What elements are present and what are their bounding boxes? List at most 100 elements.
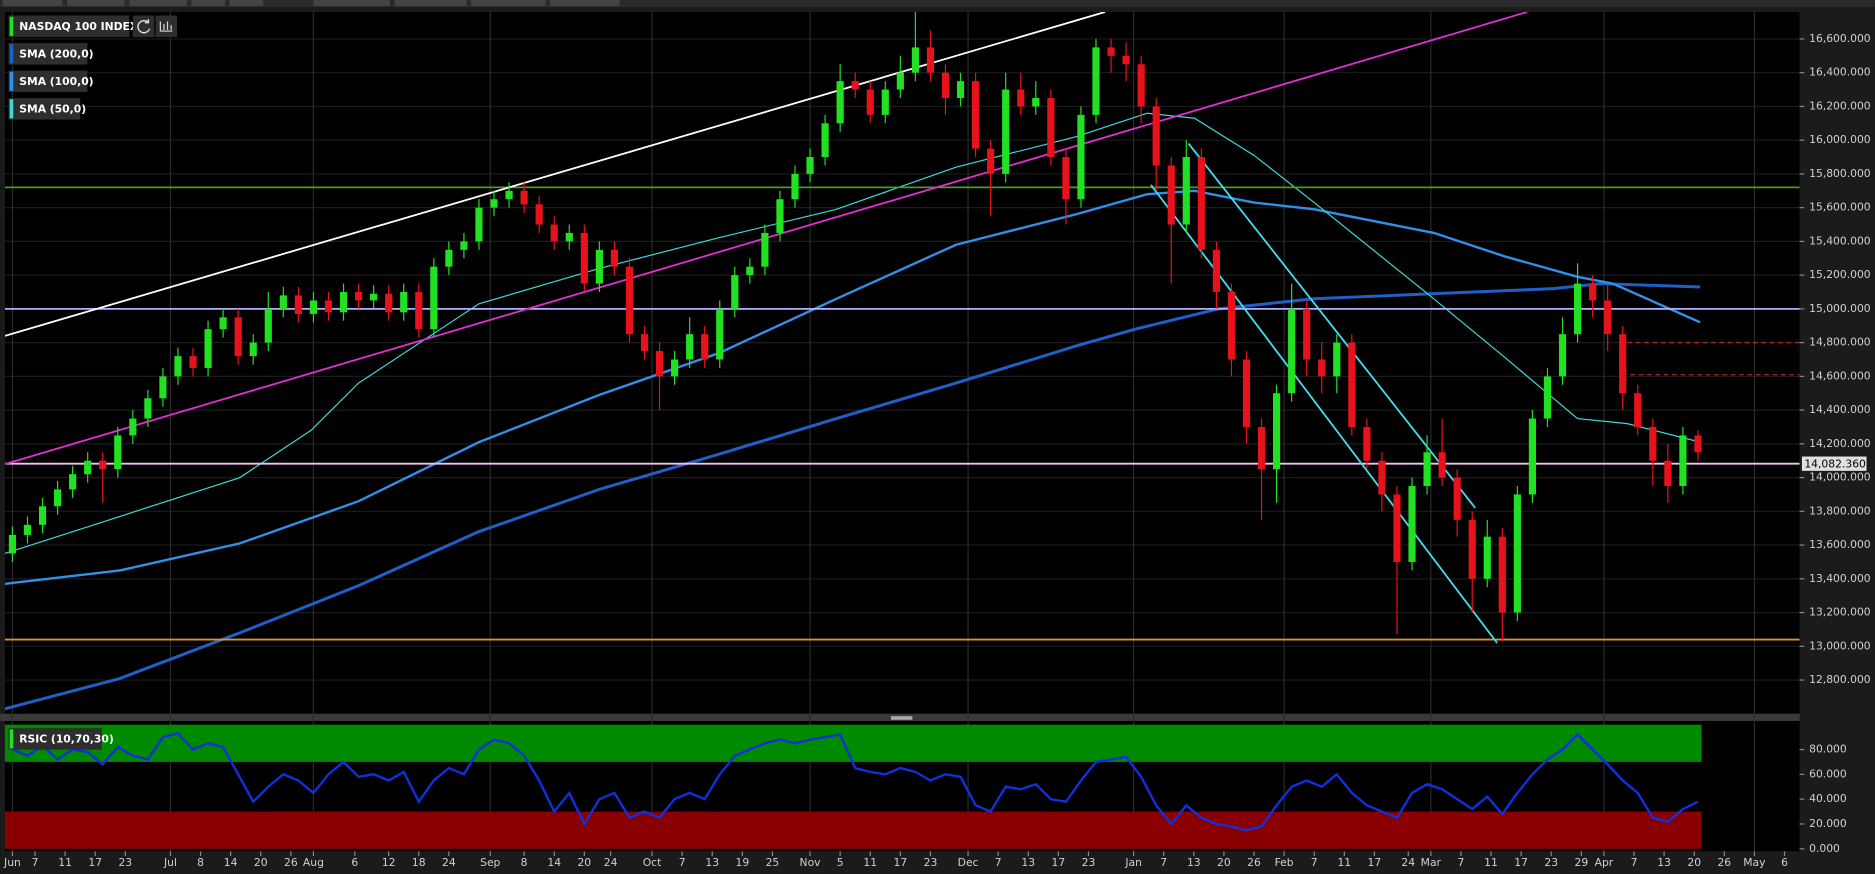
candle-body	[580, 232, 588, 284]
tabs	[2, 0, 620, 6]
trend-line	[4, 11, 1106, 337]
candle-body	[69, 474, 77, 490]
y-tick-label: 16,600.000	[1809, 32, 1871, 45]
candle-body	[445, 249, 453, 267]
x-tick-label: Nov	[800, 856, 822, 869]
tab[interactable]	[313, 0, 390, 6]
candle-body	[535, 204, 543, 225]
tab[interactable]	[550, 0, 620, 6]
separator-handle[interactable]	[890, 716, 913, 720]
candle-body	[1558, 334, 1567, 377]
price-label-box	[1801, 456, 1867, 471]
candle-body	[1077, 114, 1085, 200]
x-tick-label: 26	[284, 856, 298, 869]
refresh-icon	[137, 19, 151, 34]
legend-box	[8, 98, 81, 120]
candle-body	[1363, 426, 1371, 461]
price-label: 14,082.360	[1804, 457, 1866, 470]
candle-body	[716, 308, 724, 360]
candle-body	[204, 329, 212, 368]
y-tick-label: 15,800.000	[1809, 167, 1871, 180]
x-tick-label: 7	[679, 856, 686, 869]
x-tick-label: 26	[1717, 856, 1731, 869]
candle-body	[550, 224, 558, 242]
x-tick-label: 6	[351, 856, 358, 869]
candle-body	[972, 81, 980, 149]
legend-box	[8, 728, 102, 750]
candle-body	[84, 460, 92, 475]
settings-icon	[159, 21, 173, 32]
x-tick-label: Apr	[1595, 856, 1614, 869]
sma-line	[4, 189, 1701, 586]
sma-line	[4, 112, 1701, 555]
candle-body	[249, 342, 257, 357]
candle-body	[1664, 460, 1672, 487]
refresh-button[interactable]	[132, 15, 155, 38]
candle-body	[294, 295, 302, 314]
candle-body	[475, 207, 483, 242]
settings-button[interactable]	[155, 15, 178, 38]
candle-body	[1483, 536, 1491, 579]
candle-body	[731, 275, 739, 309]
candle-body	[1498, 536, 1506, 613]
x-tick-label: 8	[521, 856, 528, 869]
tab[interactable]	[229, 0, 264, 6]
x-tick-label: 6	[1781, 856, 1788, 869]
candle-body	[1137, 64, 1145, 107]
candle-body	[339, 292, 348, 313]
candle-body	[806, 157, 814, 174]
candle-body	[701, 334, 709, 360]
candle-body	[114, 435, 122, 470]
candle-body	[234, 317, 242, 357]
x-tick-label: 29	[1574, 856, 1588, 869]
y-tick-label: 13,000.000	[1809, 639, 1871, 652]
candle-body	[1122, 55, 1130, 65]
candle-body	[866, 89, 874, 115]
tab[interactable]	[471, 0, 546, 6]
y-tick-label: 13,400.000	[1809, 572, 1871, 585]
y-tick-label: 13,800.000	[1809, 504, 1871, 517]
x-tick-label: Oct	[643, 856, 662, 869]
x-tick-label: 7	[1160, 856, 1167, 869]
candle-body	[851, 81, 859, 90]
x-tick-label: 19	[735, 856, 749, 869]
candle-body	[686, 334, 694, 360]
candle-body	[1634, 393, 1642, 427]
tab[interactable]	[2, 0, 63, 6]
candle-body	[219, 317, 227, 330]
x-tick-label: 13	[705, 856, 719, 869]
y-tick-label: 13,600.000	[1809, 538, 1871, 551]
y-tick-label: 12,800.000	[1809, 673, 1871, 686]
candle-body	[836, 81, 844, 124]
candle-body	[881, 89, 889, 115]
candle-body	[610, 249, 618, 267]
candle-body	[1288, 308, 1296, 394]
candle-body	[159, 376, 167, 399]
x-tick-label: 24	[1401, 856, 1415, 869]
tab[interactable]	[129, 0, 187, 6]
tab[interactable]	[191, 0, 225, 6]
x-tick-label: Sep	[480, 856, 500, 869]
x-tick-label: 24	[604, 856, 618, 869]
y-tick-label: 14,400.000	[1809, 403, 1871, 416]
candle-body	[415, 292, 423, 330]
candle-body	[1272, 393, 1281, 470]
x-tick-label: 7	[32, 856, 39, 869]
candle-body	[1062, 157, 1070, 200]
candle-body	[1242, 359, 1251, 427]
candle-body	[490, 199, 498, 208]
y-tick-label: 16,200.000	[1809, 99, 1871, 112]
candle-body	[1589, 283, 1597, 301]
x-tick-label: 23	[924, 856, 938, 869]
tab[interactable]	[67, 0, 125, 6]
x-tick-label: Mar	[1421, 856, 1442, 869]
y-tick-label: 16,400.000	[1809, 66, 1871, 79]
candle-body	[1679, 435, 1687, 487]
x-tick-label: Jul	[163, 856, 177, 869]
candle-body	[1378, 460, 1386, 495]
candle-body	[279, 295, 287, 309]
candle-body	[23, 524, 32, 535]
x-tick-label: 20	[1687, 856, 1701, 869]
tab[interactable]	[394, 0, 467, 6]
